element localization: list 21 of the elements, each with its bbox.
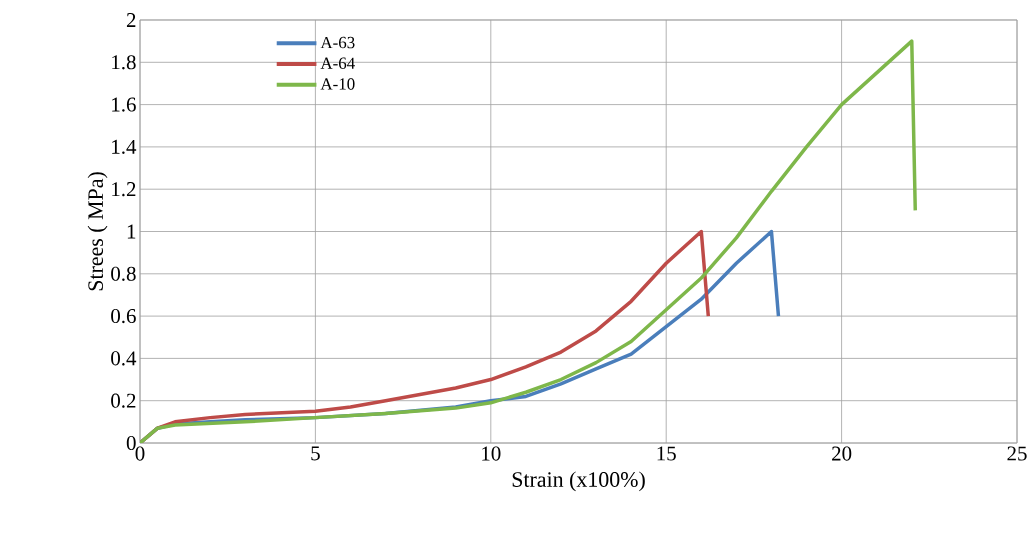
legend-label: A-10: [320, 78, 355, 90]
y-tick-label: 1.4: [112, 139, 137, 154]
legend-label: A-63: [320, 36, 355, 49]
y-tick-label: 0.6: [111, 309, 136, 324]
legend-label: A-64: [320, 57, 355, 69]
y-tick-label: 2: [126, 13, 136, 27]
y-tick-label: 1: [127, 224, 136, 239]
y-tick-label: 0.4: [111, 351, 137, 366]
y-tick-label: 0.8: [111, 266, 136, 281]
y-tick-label: 1.2: [112, 182, 136, 197]
x-tick-label: 10: [482, 446, 501, 461]
y-tick-label: 0: [126, 435, 136, 451]
y-axis-title: Strees ( MPa): [87, 172, 108, 291]
x-tick-label: 20: [832, 446, 852, 461]
x-tick-label: 15: [657, 446, 676, 461]
y-tick-label: 1.6: [112, 97, 136, 112]
y-tick-label: 0.2: [111, 393, 136, 408]
x-tick-label: 25: [1007, 446, 1027, 461]
x-axis-title: Strain (x100%): [512, 471, 645, 492]
x-tick-label: 5: [311, 446, 320, 461]
y-tick-label: 1.8: [112, 55, 136, 70]
